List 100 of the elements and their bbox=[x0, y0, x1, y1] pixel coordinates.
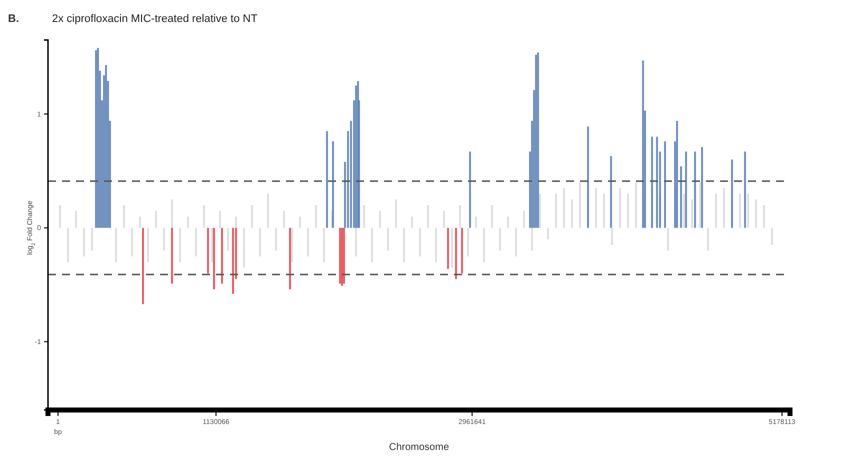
bar bbox=[619, 188, 622, 228]
bar bbox=[74, 210, 77, 228]
bar bbox=[411, 216, 414, 228]
bar bbox=[130, 228, 133, 256]
bar bbox=[635, 182, 638, 228]
bar bbox=[187, 216, 190, 228]
bar bbox=[491, 205, 494, 228]
bar bbox=[651, 136, 654, 228]
bar bbox=[537, 52, 540, 228]
bar bbox=[627, 194, 630, 228]
bar bbox=[291, 228, 294, 262]
bar bbox=[763, 205, 766, 228]
bar bbox=[66, 228, 69, 262]
bar bbox=[771, 228, 774, 245]
bar bbox=[379, 210, 382, 228]
bar bbox=[221, 228, 224, 284]
bar bbox=[91, 228, 94, 251]
bar bbox=[355, 228, 358, 256]
bar bbox=[461, 228, 464, 274]
bar bbox=[691, 199, 694, 228]
bar bbox=[571, 199, 574, 228]
bar bbox=[685, 152, 688, 228]
chart-title: 2x ciprofloxacin MIC-treated relative to NT bbox=[52, 13, 258, 25]
bar bbox=[731, 160, 734, 228]
bar bbox=[699, 182, 702, 228]
bar bbox=[499, 228, 502, 251]
bar bbox=[701, 147, 704, 228]
bar bbox=[195, 228, 198, 256]
bar bbox=[563, 188, 566, 228]
bar bbox=[371, 228, 374, 262]
bar bbox=[587, 126, 590, 228]
bar bbox=[579, 182, 582, 228]
bar bbox=[171, 228, 173, 284]
bar bbox=[315, 205, 318, 228]
bar bbox=[535, 54, 538, 228]
bar bbox=[82, 228, 85, 256]
bar bbox=[667, 228, 670, 251]
bar bbox=[139, 216, 142, 228]
bar bbox=[387, 228, 390, 251]
bar bbox=[289, 228, 292, 290]
bar bbox=[531, 228, 534, 251]
bar bbox=[122, 205, 125, 228]
bar bbox=[213, 228, 216, 290]
bar bbox=[475, 216, 478, 228]
bar bbox=[171, 199, 173, 228]
bar bbox=[232, 228, 234, 294]
bar bbox=[235, 216, 238, 228]
bar bbox=[483, 228, 486, 262]
bar bbox=[275, 228, 278, 251]
bar bbox=[755, 199, 758, 228]
bar bbox=[283, 210, 286, 228]
bar bbox=[435, 228, 438, 262]
bar bbox=[227, 228, 229, 251]
bar bbox=[515, 228, 518, 256]
x-axis-title: Chromosome bbox=[388, 442, 450, 453]
bar bbox=[219, 210, 222, 228]
bar bbox=[747, 194, 750, 228]
bar bbox=[267, 194, 270, 228]
bar bbox=[403, 228, 406, 262]
bar bbox=[469, 152, 472, 228]
bar bbox=[142, 228, 144, 304]
bar bbox=[664, 141, 666, 228]
bar bbox=[259, 228, 262, 256]
bar bbox=[395, 199, 398, 228]
bar bbox=[694, 152, 696, 228]
bar bbox=[155, 210, 158, 228]
bar bbox=[443, 210, 446, 228]
bar bbox=[656, 136, 658, 228]
bar bbox=[427, 205, 430, 228]
bar bbox=[419, 228, 422, 256]
bar bbox=[595, 188, 598, 228]
bar bbox=[610, 156, 612, 228]
bar bbox=[299, 216, 302, 228]
bar bbox=[715, 194, 718, 228]
bar bbox=[323, 228, 326, 262]
bar bbox=[326, 131, 328, 228]
bar bbox=[455, 228, 458, 280]
bar bbox=[97, 48, 100, 228]
bar bbox=[211, 228, 214, 262]
bar bbox=[547, 228, 550, 240]
bar bbox=[467, 228, 470, 256]
bar bbox=[163, 228, 165, 251]
bar bbox=[341, 228, 344, 286]
bar bbox=[539, 194, 542, 228]
bar bbox=[680, 166, 682, 228]
bar bbox=[555, 194, 558, 228]
bar bbox=[363, 205, 366, 228]
bar bbox=[603, 194, 606, 228]
bar bbox=[451, 228, 454, 268]
bar bbox=[332, 141, 334, 228]
bar bbox=[243, 228, 246, 268]
bar bbox=[459, 205, 462, 228]
bar bbox=[707, 228, 710, 251]
bar bbox=[611, 228, 614, 245]
bar bbox=[115, 228, 117, 262]
bar bbox=[339, 228, 342, 284]
bar bbox=[307, 228, 310, 256]
bar bbox=[744, 152, 746, 228]
bar bbox=[676, 120, 678, 228]
bar bbox=[507, 216, 510, 228]
